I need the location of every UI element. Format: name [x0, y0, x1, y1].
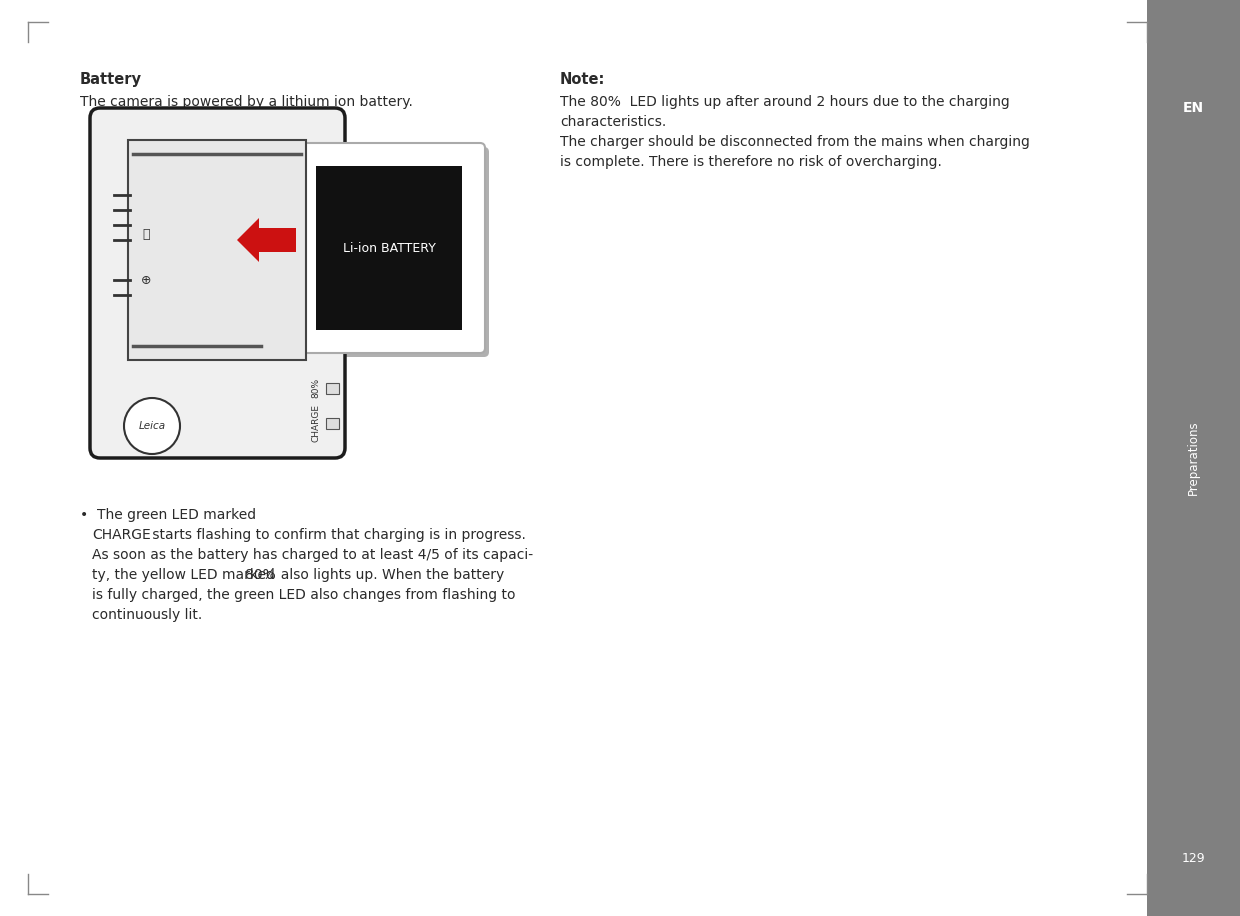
Text: Leica: Leica: [139, 421, 166, 431]
Bar: [316, 166, 463, 330]
Text: characteristics.: characteristics.: [560, 115, 666, 129]
Circle shape: [124, 398, 180, 454]
Bar: [326, 383, 339, 394]
Text: starts flashing to confirm that charging is in progress.: starts flashing to confirm that charging…: [148, 528, 526, 542]
Text: 129: 129: [1182, 852, 1205, 865]
Polygon shape: [237, 218, 296, 262]
Text: 80%: 80%: [311, 378, 320, 398]
Text: is complete. There is therefore no risk of overcharging.: is complete. There is therefore no risk …: [560, 155, 942, 169]
Text: The 80%  LED lights up after around 2 hours due to the charging: The 80% LED lights up after around 2 hou…: [560, 95, 1009, 109]
Bar: [326, 418, 339, 429]
Text: The camera is powered by a lithium ion battery.: The camera is powered by a lithium ion b…: [81, 95, 413, 109]
Text: CHARGE: CHARGE: [92, 528, 151, 542]
Bar: [1147, 0, 1240, 916]
Text: CHARGE: CHARGE: [311, 404, 320, 442]
FancyBboxPatch shape: [91, 108, 345, 458]
Text: is fully charged, the green LED also changes from flashing to: is fully charged, the green LED also cha…: [92, 588, 516, 602]
Text: continuously lit.: continuously lit.: [92, 608, 202, 622]
Text: ⊕: ⊕: [141, 274, 151, 287]
Text: As soon as the battery has charged to at least 4/5 of its capaci-: As soon as the battery has charged to at…: [92, 548, 533, 562]
Text: also lights up. When the battery: also lights up. When the battery: [272, 568, 505, 582]
Text: The charger should be disconnected from the mains when charging: The charger should be disconnected from …: [560, 135, 1030, 149]
Text: ty, the yellow LED marked: ty, the yellow LED marked: [92, 568, 279, 582]
Text: Note:: Note:: [560, 72, 605, 87]
Text: EN: EN: [1183, 101, 1204, 115]
Text: Li-ion BATTERY: Li-ion BATTERY: [342, 242, 435, 255]
Text: •  The green LED marked: • The green LED marked: [81, 508, 257, 522]
Bar: [128, 140, 306, 360]
FancyBboxPatch shape: [293, 143, 485, 353]
Text: ⓘ: ⓘ: [143, 228, 150, 242]
Text: Preparations: Preparations: [1187, 420, 1200, 496]
Text: Battery: Battery: [81, 72, 143, 87]
Text: 80%: 80%: [246, 568, 275, 582]
FancyBboxPatch shape: [298, 147, 489, 357]
